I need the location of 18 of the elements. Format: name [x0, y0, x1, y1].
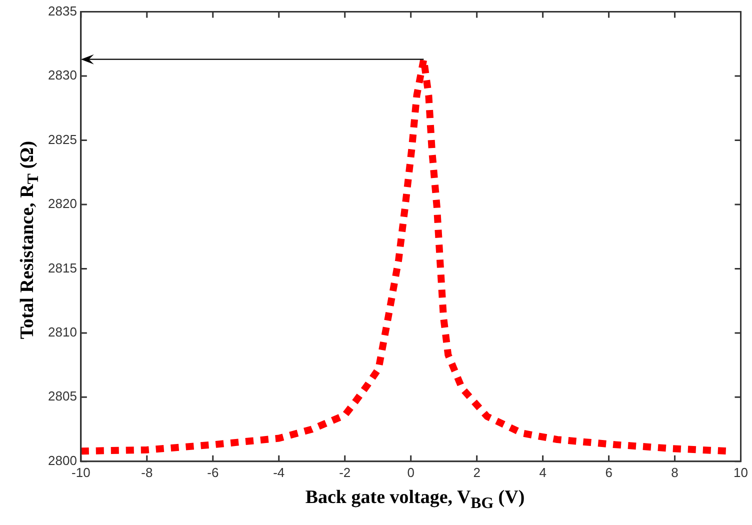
x-tick-label: -2 [339, 464, 351, 480]
x-tick-label: -4 [273, 464, 285, 480]
x-tick-label: 0 [407, 464, 414, 480]
x-tick-label: 10 [734, 464, 748, 480]
y-tick-label: 2825 [48, 132, 77, 147]
y-tick-label: 2810 [48, 324, 77, 340]
y-tick-label: 2835 [48, 3, 77, 18]
y-tick-label: 2815 [48, 260, 77, 276]
y-tick-label: 2830 [48, 68, 77, 83]
x-tick-label: -6 [207, 464, 219, 480]
x-axis-title: Back gate voltage, V$_{BG}$ (V) [305, 487, 525, 513]
x-tick-label: 8 [671, 464, 678, 480]
x-tick-label: -8 [141, 464, 153, 480]
y-tick-label: 2805 [48, 388, 77, 404]
x-tick-label: 2 [473, 464, 480, 480]
x-tick-label: 4 [539, 464, 546, 480]
y-tick-label: 2820 [48, 196, 77, 212]
x-tick-label: 6 [605, 464, 612, 480]
